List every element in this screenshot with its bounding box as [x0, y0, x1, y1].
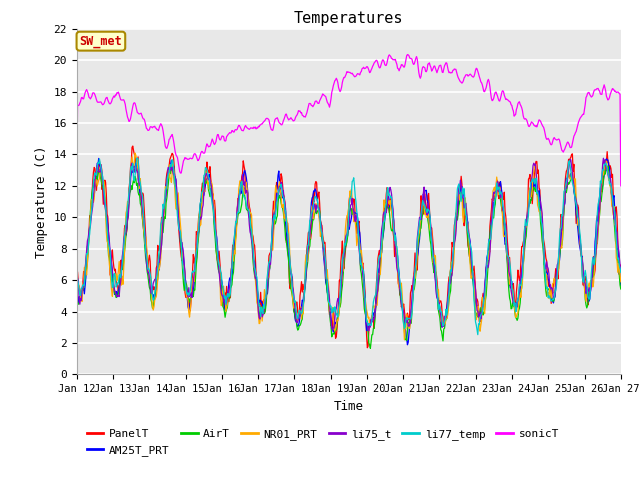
Legend: PanelT, AM25T_PRT, AirT, NR01_PRT, li75_t, li77_temp, sonicT: PanelT, AM25T_PRT, AirT, NR01_PRT, li75_… [83, 425, 564, 460]
Title: Temperatures: Temperatures [294, 11, 404, 26]
Y-axis label: Temperature (C): Temperature (C) [35, 145, 48, 258]
X-axis label: Time: Time [334, 400, 364, 413]
Text: SW_met: SW_met [79, 35, 122, 48]
